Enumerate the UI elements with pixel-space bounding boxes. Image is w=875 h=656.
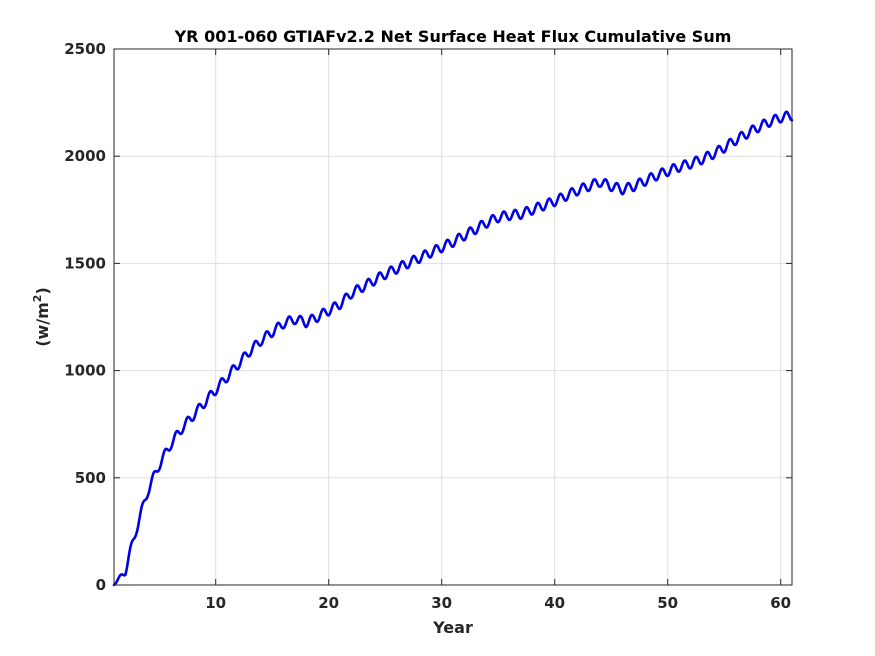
y-tick-label: 1000	[64, 362, 106, 380]
data-series-line	[112, 110, 794, 587]
y-axis-label-base: (w/m	[33, 302, 52, 347]
y-tick-label: 1500	[64, 254, 106, 272]
y-axis-label: (w/m2)	[31, 287, 52, 347]
grid	[114, 49, 792, 585]
x-tick-label: 20	[318, 594, 339, 612]
x-tick-labels: 10 20 30 40 50 60	[205, 594, 791, 612]
x-tick-label: 60	[770, 594, 791, 612]
y-tick-label: 0	[96, 576, 106, 594]
plot-border	[113, 48, 793, 586]
axis-ticks	[114, 48, 792, 586]
chart-title: YR 001-060 GTIAFv2.2 Net Surface Heat Fl…	[174, 27, 732, 46]
x-tick-label: 10	[205, 594, 226, 612]
y-tick-label: 2500	[64, 40, 106, 58]
y-tick-labels: 0 500 1000 1500 2000 2500	[64, 40, 106, 594]
y-tick-label: 500	[75, 469, 106, 487]
y-axis-label-superscript: 2	[31, 295, 44, 303]
x-tick-label: 40	[544, 594, 565, 612]
x-tick-label: 50	[657, 594, 678, 612]
y-axis-label-close: )	[33, 287, 52, 294]
y-tick-label: 2000	[64, 147, 106, 165]
plot-area	[114, 49, 792, 585]
x-axis-label: Year	[432, 618, 473, 637]
x-tick-label: 30	[431, 594, 452, 612]
